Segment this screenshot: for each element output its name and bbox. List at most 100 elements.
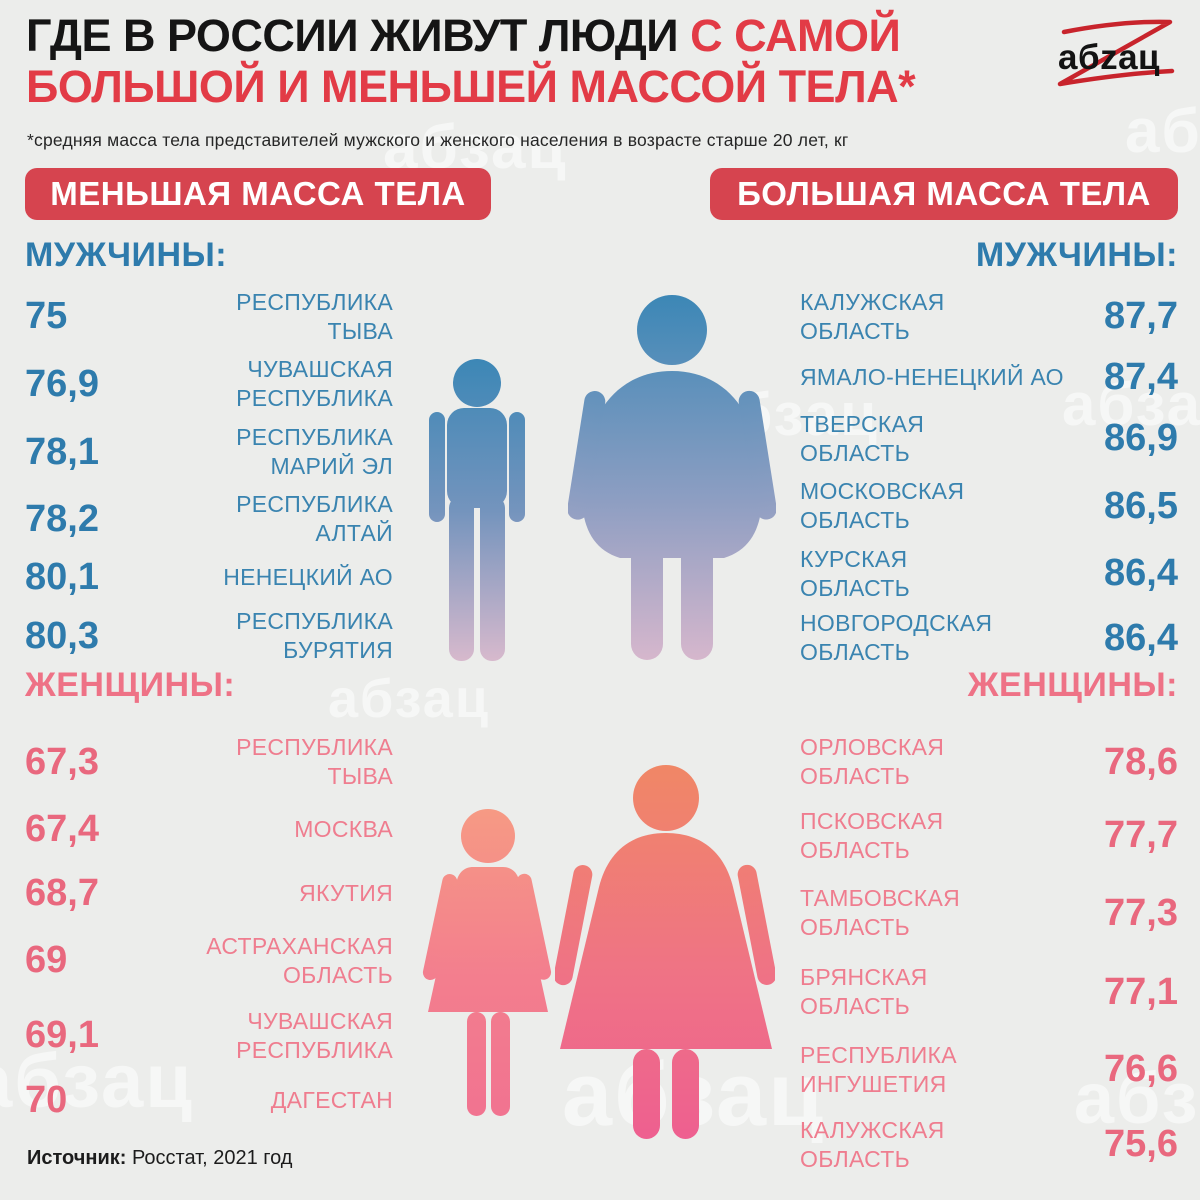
subtitle: *средняя масса тела представителей мужск… xyxy=(27,130,849,150)
mass-value: 78,2 xyxy=(25,497,99,540)
title-black-part: ГДЕ В РОССИИ ЖИВУТ ЛЮДИ xyxy=(26,10,691,61)
region-name: ЧУВАШСКАЯ РЕСПУБЛИКА xyxy=(236,1007,393,1063)
watermark-text: абзац xyxy=(1074,1059,1200,1139)
mass-value: 69,1 xyxy=(25,1014,99,1056)
region-name: РЕСПУБЛИКА БУРЯТИЯ xyxy=(236,608,393,663)
small-mass-men-list: 75 РЕСПУБЛИКА ТЫВА 76,9 ЧУВАШСКАЯ РЕСПУБ… xyxy=(25,283,393,670)
stat-row: 80,1 НЕНЕЦКИЙ АО xyxy=(25,552,393,602)
region-name: МОСКВА xyxy=(294,816,393,843)
mass-value: 87,7 xyxy=(1104,295,1178,337)
region-name: ОРЛОВСКАЯ ОБЛАСТЬ xyxy=(800,734,945,789)
badge-small-mass: МЕНЬШАЯ МАССА ТЕЛА xyxy=(25,168,491,220)
stat-row: БРЯНСКАЯ ОБЛАСТЬ 77,1 xyxy=(800,952,1178,1032)
region-name: ПСКОВСКАЯ ОБЛАСТЬ xyxy=(800,807,944,863)
region-name: ЯКУТИЯ xyxy=(299,879,393,906)
stat-row: 69,1 ЧУВАШСКАЯ РЕСПУБЛИКА xyxy=(25,997,393,1074)
region-name: КУРСКАЯ ОБЛАСТЬ xyxy=(800,545,911,601)
watermark-text: абзац xyxy=(1125,97,1200,166)
region-name: РЕСПУБЛИКА АЛТАЙ xyxy=(236,491,393,546)
mass-value: 76,6 xyxy=(1104,1048,1178,1090)
region-name: ТВЕРСКАЯ ОБЛАСТЬ xyxy=(800,410,925,466)
region-name: ТАМБОВСКАЯ ОБЛАСТЬ xyxy=(800,885,961,940)
region-name: РЕСПУБЛИКА ТЫВА xyxy=(236,734,393,789)
stat-row: ТАМБОВСКАЯ ОБЛАСТЬ 77,3 xyxy=(800,874,1178,952)
region-name: ЧУВАШСКАЯ РЕСПУБЛИКА xyxy=(236,356,393,411)
mass-value: 86,4 xyxy=(1104,616,1178,659)
region-name: ЯМАЛО-НЕНЕЦКИЙ АО xyxy=(800,364,1064,391)
heading-men-small: МУЖЧИНЫ: xyxy=(25,236,228,274)
source-text: Росстат, 2021 год xyxy=(126,1147,293,1169)
region-name: ДАГЕСТАН xyxy=(270,1087,393,1114)
region-name: НОВГОРОДСКАЯ ОБЛАСТЬ xyxy=(800,610,993,665)
watermark-text: абзац xyxy=(328,669,491,729)
stat-row: 69 АСТРАХАНСКАЯ ОБЛАСТЬ xyxy=(25,924,393,997)
stat-row: 70 ДАГЕСТАН xyxy=(25,1074,393,1127)
page-title: ГДЕ В РОССИИ ЖИВУТ ЛЮДИ С САМОЙ БОЛЬШОЙ И… xyxy=(26,10,916,112)
logo-z-icon xyxy=(1057,19,1175,87)
source-line: Источник: Росстат, 2021 год xyxy=(27,1147,292,1170)
mass-value: 75 xyxy=(25,295,68,337)
region-name: БРЯНСКАЯ ОБЛАСТЬ xyxy=(800,964,928,1019)
mass-value: 77,3 xyxy=(1104,891,1178,934)
stat-row: 76,9 ЧУВАШСКАЯ РЕСПУБЛИКА xyxy=(25,350,393,418)
fat-woman-icon xyxy=(555,765,775,1139)
heading-women-small: ЖЕНЩИНЫ: xyxy=(25,666,236,704)
watermark-text: абзац xyxy=(0,1039,194,1124)
thin-woman-icon xyxy=(422,809,552,1116)
stat-row: 75 РЕСПУБЛИКА ТЫВА xyxy=(25,283,393,350)
stat-row: КАЛУЖСКАЯ ОБЛАСТЬ 87,7 xyxy=(800,283,1178,350)
large-mass-women-list: ОРЛОВСКАЯ ОБЛАСТЬ 78,6 ПСКОВСКАЯ ОБЛАСТЬ… xyxy=(800,727,1178,1182)
stat-row: 68,7 ЯКУТИЯ xyxy=(25,862,393,924)
mass-value: 78,1 xyxy=(25,430,99,473)
region-name: МОСКОВСКАЯ ОБЛАСТЬ xyxy=(800,478,965,533)
stat-row: КАЛУЖСКАЯ ОБЛАСТЬ 75,6 xyxy=(800,1107,1178,1182)
heading-women-large: ЖЕНЩИНЫ: xyxy=(967,666,1178,704)
mass-value: 80,3 xyxy=(25,614,99,657)
mass-value: 77,1 xyxy=(1104,970,1178,1013)
stat-row: ЯМАЛО-НЕНЕЦКИЙ АО 87,4 xyxy=(800,350,1178,405)
stat-row: 67,3 РЕСПУБЛИКА ТЫВА xyxy=(25,727,393,797)
watermark-text: абзац xyxy=(1062,371,1200,438)
mass-value: 80,1 xyxy=(25,555,99,598)
mass-value: 86,5 xyxy=(1104,484,1178,527)
mass-value: 68,7 xyxy=(25,871,99,914)
thin-man-icon xyxy=(429,359,525,661)
region-name: РЕСПУБЛИКА ИНГУШЕТИЯ xyxy=(800,1041,957,1097)
stat-row: ТВЕРСКАЯ ОБЛАСТЬ 86,9 xyxy=(800,405,1178,472)
mass-value: 70 xyxy=(25,1079,68,1121)
title-red-part: С САМОЙ xyxy=(690,10,901,61)
stat-row: 67,4 МОСКВА xyxy=(25,797,393,862)
mass-value: 67,4 xyxy=(25,808,99,850)
mass-value: 67,3 xyxy=(25,740,99,783)
heading-men-large: МУЖЧИНЫ: xyxy=(975,236,1178,274)
fat-man-icon xyxy=(568,295,776,660)
mass-value: 75,6 xyxy=(1104,1123,1178,1165)
region-name: РЕСПУБЛИКА ТЫВА xyxy=(236,288,393,344)
logo-text: абzац xyxy=(1058,38,1161,77)
stat-row: 80,3 РЕСПУБЛИКА БУРЯТИЯ xyxy=(25,602,393,670)
region-name: РЕСПУБЛИКА МАРИЙ ЭЛ xyxy=(236,424,393,479)
mass-value: 86,4 xyxy=(1104,552,1178,594)
abzac-logo: абzац xyxy=(1048,14,1184,100)
stat-row: 78,1 РЕСПУБЛИКА МАРИЙ ЭЛ xyxy=(25,418,393,486)
title-line2: БОЛЬШОЙ И МЕНЬШЕЙ МАССОЙ ТЕЛА* xyxy=(26,61,916,112)
region-name: АСТРАХАНСКАЯ ОБЛАСТЬ xyxy=(206,932,393,988)
stat-row: НОВГОРОДСКАЯ ОБЛАСТЬ 86,4 xyxy=(800,607,1178,669)
stat-row: 78,2 РЕСПУБЛИКА АЛТАЙ xyxy=(25,486,393,552)
source-label: Источник: xyxy=(27,1147,127,1169)
stat-row: ПСКОВСКАЯ ОБЛАСТЬ 77,7 xyxy=(800,797,1178,874)
mass-value: 69 xyxy=(25,939,68,981)
stat-row: КУРСКАЯ ОБЛАСТЬ 86,4 xyxy=(800,540,1178,607)
stat-row: ОРЛОВСКАЯ ОБЛАСТЬ 78,6 xyxy=(800,727,1178,797)
mass-value: 76,9 xyxy=(25,362,99,405)
stat-row: МОСКОВСКАЯ ОБЛАСТЬ 86,5 xyxy=(800,472,1178,540)
mass-value: 77,7 xyxy=(1104,814,1178,856)
region-name: НЕНЕЦКИЙ АО xyxy=(223,563,393,590)
mass-value: 87,4 xyxy=(1104,356,1178,398)
stat-row: РЕСПУБЛИКА ИНГУШЕТИЯ 76,6 xyxy=(800,1032,1178,1107)
badge-large-mass: БОЛЬШАЯ МАССА ТЕЛА xyxy=(710,168,1178,220)
mass-value: 86,9 xyxy=(1104,417,1178,459)
region-name: КАЛУЖСКАЯ ОБЛАСТЬ xyxy=(800,1116,945,1172)
small-mass-women-list: 67,3 РЕСПУБЛИКА ТЫВА 67,4 МОСКВА 68,7 ЯК… xyxy=(25,727,393,1127)
